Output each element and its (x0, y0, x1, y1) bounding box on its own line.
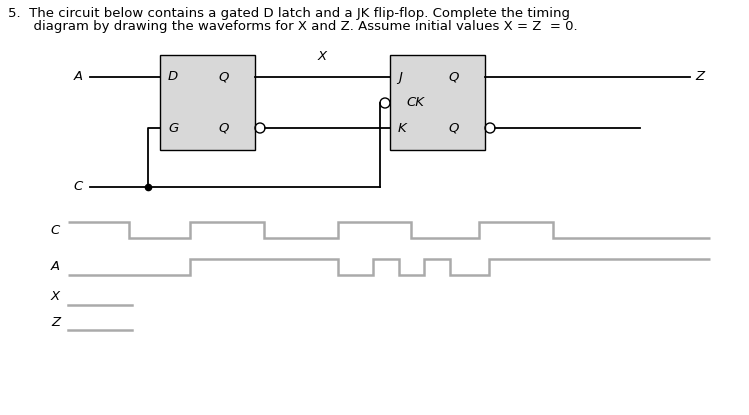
Text: Q: Q (448, 122, 458, 134)
Text: A: A (74, 71, 83, 83)
Text: Q: Q (218, 122, 228, 134)
Text: G: G (168, 122, 178, 134)
Text: A: A (51, 261, 60, 273)
Text: Q: Q (448, 71, 458, 83)
Text: C: C (51, 224, 60, 237)
Text: CK: CK (406, 97, 424, 110)
Text: 5.  The circuit below contains a gated D latch and a JK flip-flop. Complete the : 5. The circuit below contains a gated D … (8, 7, 570, 20)
Text: diagram by drawing the waveforms for X and Z. Assume initial values X = Z  = 0.: diagram by drawing the waveforms for X a… (8, 20, 577, 33)
Bar (160, 55, 255, 150)
Text: Q: Q (218, 71, 228, 83)
Text: K: K (398, 122, 407, 134)
Text: D: D (168, 71, 178, 83)
Text: X: X (318, 50, 327, 63)
Text: Z: Z (695, 71, 704, 83)
Text: J: J (398, 71, 402, 83)
Text: Z: Z (51, 315, 60, 329)
Text: C: C (73, 181, 83, 193)
Bar (390, 55, 485, 150)
Text: X: X (51, 290, 60, 303)
